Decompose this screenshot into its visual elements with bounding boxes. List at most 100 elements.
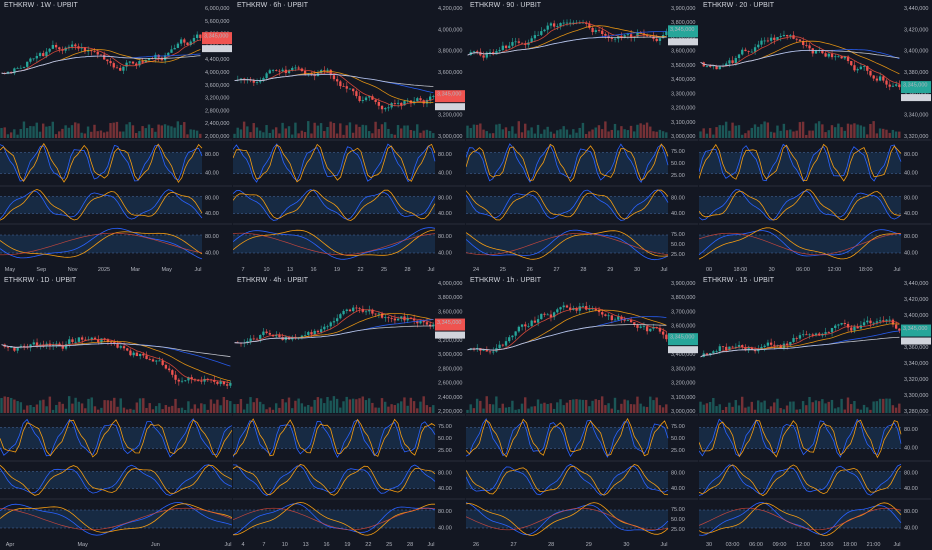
volume-bar xyxy=(419,132,422,138)
volume-bar xyxy=(731,406,734,413)
candle-body xyxy=(517,326,521,332)
chart-panel-1h[interactable]: 3,900,0003,800,0003,700,0003,600,0003,50… xyxy=(466,275,698,549)
ma-blue-line xyxy=(1,53,201,74)
chart-panel-1w[interactable]: 6,000,0005,600,0005,200,0004,800,0004,40… xyxy=(0,0,232,274)
chart-panel-4h[interactable]: 4,000,0003,800,0003,600,0003,400,0003,20… xyxy=(233,275,465,549)
candle-body xyxy=(814,333,818,336)
candle-body xyxy=(164,364,168,369)
candle-body xyxy=(176,43,180,48)
volume-bar xyxy=(364,125,368,138)
price-tick-label: 2,400,000 xyxy=(205,121,229,127)
candle-body xyxy=(527,42,530,45)
volume-bar xyxy=(339,407,342,413)
candle-body xyxy=(86,50,90,52)
oscillator-tick-label: 75.00 xyxy=(671,149,685,155)
volume-bar xyxy=(737,405,741,413)
candle-body xyxy=(862,322,866,326)
volume-bar xyxy=(556,130,559,138)
volume-bar xyxy=(734,125,737,138)
candle-body xyxy=(559,307,562,310)
candle-body xyxy=(313,330,316,335)
candle-body xyxy=(179,39,183,44)
volume-bar xyxy=(581,122,585,138)
volume-bar xyxy=(581,399,585,413)
candle-body xyxy=(753,47,757,52)
volume-bar xyxy=(533,133,537,138)
volume-bar xyxy=(559,399,562,413)
candle-body xyxy=(750,347,754,350)
candle-body xyxy=(144,60,147,63)
volume-bar xyxy=(878,128,882,138)
volume-bar xyxy=(661,131,665,138)
candle-body xyxy=(725,63,728,67)
volume-bar xyxy=(310,406,313,413)
volume-bar xyxy=(274,127,278,138)
volume-bar xyxy=(524,397,527,413)
candle-body xyxy=(533,320,537,323)
candle-body xyxy=(259,335,262,340)
oscillator-slow-line xyxy=(699,189,902,221)
last-price-badge xyxy=(668,25,698,38)
volume-bar xyxy=(562,405,565,413)
candle-body xyxy=(243,78,246,80)
volume-bar xyxy=(294,122,297,138)
time-tick-label: 10 xyxy=(282,542,288,548)
volume-bar xyxy=(3,396,6,413)
oscillator-tick-label: 80.00 xyxy=(904,471,918,477)
volume-bar xyxy=(9,132,13,138)
ma-red-line xyxy=(467,307,667,351)
candle-body xyxy=(546,314,549,316)
time-tick-label: 2025 xyxy=(98,267,110,273)
candle-body xyxy=(32,342,35,345)
chart-panel-15m[interactable]: 3,440,0003,420,0003,400,0003,380,0003,36… xyxy=(699,275,931,549)
volume-bar xyxy=(16,401,19,413)
candle-body xyxy=(323,70,326,71)
volume-bar xyxy=(830,125,834,138)
chart-panel-6h[interactable]: 4,200,0004,000,0003,800,0003,600,0003,40… xyxy=(233,0,465,274)
candle-body xyxy=(834,56,837,58)
price-tick-label: 3,200,000 xyxy=(438,113,462,119)
candle-body xyxy=(885,80,888,85)
volume-bar xyxy=(278,133,281,138)
volume-bar xyxy=(252,402,255,413)
volume-bar xyxy=(843,130,846,138)
candle-body xyxy=(406,317,409,321)
volume-bar xyxy=(501,129,504,138)
time-tick-label: 10 xyxy=(263,267,269,273)
candle-body xyxy=(649,328,652,332)
volume-bar xyxy=(219,405,222,413)
chart-panel-20m[interactable]: 3,440,0003,420,0003,400,0003,380,0003,36… xyxy=(699,0,931,274)
candle-body xyxy=(856,326,859,329)
volume-bar xyxy=(193,404,197,413)
oscillator-tick-label: 40.00 xyxy=(205,171,219,177)
candle-body xyxy=(501,45,504,50)
candle-body xyxy=(805,44,808,46)
candle-body xyxy=(326,326,329,328)
oscillator-band xyxy=(699,196,901,214)
chart-panel-90m[interactable]: 3,900,000 3,800,000 3,700,000 3,600,000 3,50… xyxy=(466,0,698,274)
volume-bar xyxy=(708,128,712,138)
candle-body xyxy=(345,309,348,311)
candle-body xyxy=(824,332,827,334)
volume-bar xyxy=(77,401,81,413)
candle-body xyxy=(332,75,336,80)
volume-bar xyxy=(575,132,578,138)
volume-bar xyxy=(109,123,112,138)
chart-panel-1d[interactable]: Apr May Jun Jul ETHKRW · 1D · UPBIT xyxy=(0,275,232,549)
oscillator-tick-label: 80.00 xyxy=(438,196,452,202)
time-tick-label: 27 xyxy=(554,267,560,273)
time-tick-label: Nov xyxy=(68,267,78,273)
candle-body xyxy=(588,309,591,310)
candle-body xyxy=(636,324,639,328)
candle-body xyxy=(29,58,32,62)
volume-bar xyxy=(319,398,323,413)
volume-bar xyxy=(93,406,97,413)
candle-body xyxy=(352,307,355,312)
candle-body xyxy=(485,349,488,352)
oscillator-tick-label: 40.00 xyxy=(904,446,918,452)
candle-body xyxy=(734,58,737,64)
oscillator-band xyxy=(466,427,668,449)
volume-bar xyxy=(715,127,718,138)
volume-bar xyxy=(859,409,863,413)
candle-body xyxy=(846,324,850,328)
